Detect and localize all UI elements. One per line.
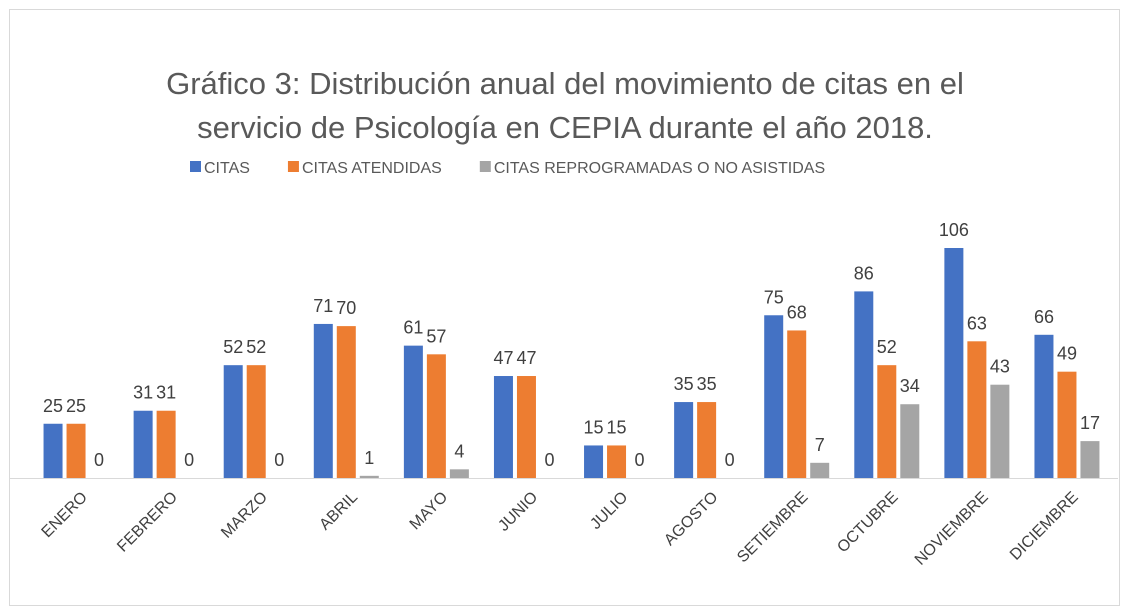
legend-swatch (190, 161, 201, 172)
value-label: 0 (725, 450, 735, 470)
bar (449, 469, 469, 478)
value-label: 0 (94, 450, 104, 470)
value-label: 106 (939, 220, 969, 240)
bar (43, 423, 63, 478)
bar (516, 376, 536, 478)
bar (787, 330, 807, 478)
value-label: 31 (133, 383, 153, 403)
x-tick-label: SETIEMBRE (734, 489, 811, 566)
value-label: 70 (336, 298, 356, 318)
bar (246, 365, 266, 478)
value-label: 15 (607, 417, 627, 437)
x-tick-label: ENERO (39, 489, 91, 541)
value-label: 35 (674, 374, 694, 394)
value-label: 25 (43, 396, 63, 416)
value-label: 15 (584, 417, 604, 437)
value-label: 63 (967, 313, 987, 333)
bar (223, 365, 243, 478)
value-label: 75 (764, 287, 784, 307)
value-label: 0 (635, 450, 645, 470)
bar (607, 445, 627, 478)
bar (764, 315, 784, 478)
x-tick-label: DICIEMBRE (1007, 489, 1082, 564)
bar (313, 323, 333, 478)
legend-label: CITAS ATENDIDAS (302, 160, 442, 177)
value-label: 34 (900, 376, 920, 396)
bar (66, 423, 86, 478)
x-tick-label: MARZO (218, 489, 271, 542)
value-label: 61 (403, 318, 423, 338)
value-label: 25 (66, 396, 86, 416)
x-tick-label: ABRIL (316, 489, 361, 534)
value-label: 68 (787, 302, 807, 322)
x-tick-label: JULIO (587, 489, 631, 533)
value-label: 49 (1057, 344, 1077, 364)
bar (493, 376, 513, 478)
x-tick-label: OCTUBRE (834, 489, 901, 556)
legend-label: CITAS REPROGRAMADAS O NO ASISTIDAS (494, 160, 825, 177)
x-tick-label: FEBRERO (114, 489, 181, 556)
value-label: 66 (1034, 307, 1054, 327)
legend-swatch (479, 161, 491, 172)
bar (900, 404, 920, 478)
value-label: 7 (815, 435, 825, 455)
value-label: 35 (697, 374, 717, 394)
value-label: 1 (364, 448, 374, 468)
bar (674, 402, 694, 478)
bar (133, 410, 153, 478)
value-label: 47 (493, 348, 513, 368)
value-label: 71 (313, 296, 333, 316)
bar (990, 384, 1010, 478)
chart-border (9, 9, 1120, 606)
chart-title: Gráfico 3: Distribución anual del movimi… (166, 66, 964, 145)
bar (359, 475, 379, 478)
bar (967, 341, 987, 478)
legend-swatch (287, 161, 299, 172)
x-tick-label: NOVIEMBRE (912, 489, 992, 569)
x-tick-label: MAYO (407, 489, 452, 534)
bar (336, 326, 356, 478)
value-label: 0 (544, 450, 554, 470)
bar (810, 462, 830, 478)
value-label: 0 (274, 450, 284, 470)
bar (403, 345, 423, 478)
bar (426, 354, 446, 478)
value-label: 17 (1080, 413, 1100, 433)
value-label: 86 (854, 263, 874, 283)
bar (1057, 371, 1077, 478)
legend-label: CITAS (204, 160, 250, 177)
value-label: 57 (426, 326, 446, 346)
bar (1034, 334, 1054, 478)
value-label: 52 (223, 337, 243, 357)
bar (877, 365, 897, 478)
bar (156, 410, 176, 478)
value-label: 47 (516, 348, 536, 368)
value-label: 43 (990, 357, 1010, 377)
x-tick-label: JUNIO (495, 489, 541, 535)
value-label: 4 (454, 441, 464, 461)
value-label: 0 (184, 450, 194, 470)
value-label: 52 (877, 337, 897, 357)
x-tick-label: AGOSTO (661, 489, 721, 549)
bar (697, 402, 717, 478)
bar (584, 445, 604, 478)
bar (944, 248, 964, 478)
value-label: 31 (156, 383, 176, 403)
bar (854, 291, 874, 478)
value-label: 52 (246, 337, 266, 357)
bar (1080, 441, 1100, 478)
